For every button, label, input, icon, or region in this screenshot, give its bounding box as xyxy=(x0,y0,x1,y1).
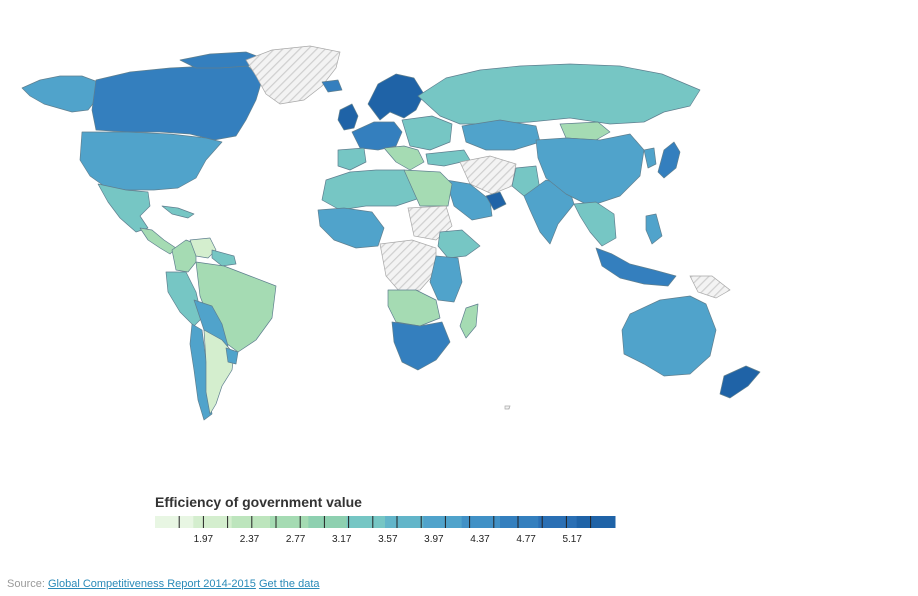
region-central-america[interactable] xyxy=(139,227,177,255)
region-madagascar[interactable] xyxy=(459,303,479,339)
region-iceland[interactable] xyxy=(321,79,343,93)
legend-swatch xyxy=(231,516,271,528)
legend-title: Efficiency of government value xyxy=(155,494,362,510)
region-iberia[interactable] xyxy=(337,147,367,171)
region-western-europe[interactable] xyxy=(351,121,403,151)
legend-swatch xyxy=(270,516,309,528)
region-turkey[interactable] xyxy=(425,149,471,167)
region-malaysia-indonesia[interactable] xyxy=(595,247,677,287)
legend-tick-label: 2.77 xyxy=(286,534,306,544)
legend-swatch xyxy=(423,516,463,528)
source-line: Source: Global Competitiveness Report 20… xyxy=(7,578,320,590)
legend-color-scale: 1.97 2.37 2.77 3.17 3.57 3.97 4.37 4.77 5.17 xyxy=(155,516,616,544)
region-australia[interactable] xyxy=(621,295,717,377)
legend-swatch xyxy=(308,516,348,528)
legend-swatch xyxy=(385,516,424,528)
region-italy-balkans[interactable] xyxy=(383,145,425,171)
region-southern-africa[interactable] xyxy=(391,321,451,371)
region-mongolia[interactable] xyxy=(559,121,611,141)
region-southeast-asia[interactable] xyxy=(573,201,617,247)
region-alaska[interactable] xyxy=(21,75,99,113)
region-gulf-states[interactable] xyxy=(485,191,507,211)
legend-swatch xyxy=(346,516,386,528)
region-west-africa[interactable] xyxy=(317,207,385,249)
region-new-zealand[interactable] xyxy=(719,365,761,399)
region-angola-zambia[interactable] xyxy=(387,289,441,327)
get-data-link[interactable]: Get the data xyxy=(258,578,320,590)
legend-swatch xyxy=(155,516,194,528)
region-greenland[interactable] xyxy=(245,45,341,105)
legend-tick-label: 3.57 xyxy=(378,534,398,544)
legend-tick-label: 1.97 xyxy=(194,534,214,544)
map-legend: Efficiency of government value 1.97 2.37 2… xyxy=(155,492,625,552)
region-guianas[interactable] xyxy=(211,249,237,267)
region-uk-ireland[interactable] xyxy=(337,103,359,131)
region-russia[interactable] xyxy=(417,63,701,125)
source-prefix: Source: xyxy=(7,578,45,590)
region-china[interactable] xyxy=(535,133,645,207)
region-eastern-europe[interactable] xyxy=(401,115,453,151)
region-kazakhstan[interactable] xyxy=(461,119,541,151)
region-saudi-arabia[interactable] xyxy=(445,179,493,221)
report-link[interactable]: Global Competitiveness Report 2014-2015 xyxy=(47,578,256,590)
region-philippines[interactable] xyxy=(645,213,663,245)
legend-tick-label: 5.17 xyxy=(562,534,582,544)
region-united-states[interactable] xyxy=(79,131,223,191)
region-uruguay[interactable] xyxy=(225,347,239,365)
region-papua[interactable] xyxy=(689,275,731,299)
region-east-africa[interactable] xyxy=(429,255,463,303)
region-central-africa[interactable] xyxy=(379,239,437,293)
legend-tick-label: 3.97 xyxy=(424,534,444,544)
legend-swatch xyxy=(538,516,578,528)
legend-swatch xyxy=(576,516,616,528)
legend-swatch xyxy=(500,516,539,528)
region-ecuador-peru[interactable] xyxy=(165,271,203,327)
region-mexico[interactable] xyxy=(97,183,151,233)
region-japan[interactable] xyxy=(657,141,681,179)
region-korea[interactable] xyxy=(643,147,657,169)
legend-swatch xyxy=(461,516,501,528)
region-small-island[interactable] xyxy=(504,405,511,410)
legend-tick-label: 4.37 xyxy=(470,534,490,544)
region-scandinavia[interactable] xyxy=(367,73,425,121)
legend-tick-label: 4.77 xyxy=(516,534,536,544)
region-libya-egypt[interactable] xyxy=(403,169,453,207)
region-ethiopia-somalia[interactable] xyxy=(437,229,481,259)
legend-tick-label: 3.17 xyxy=(332,534,352,544)
choropleth-svg xyxy=(21,45,761,421)
world-map xyxy=(21,45,761,421)
legend-tick-label: 2.37 xyxy=(240,534,260,544)
region-caribbean[interactable] xyxy=(161,205,195,219)
region-canada[interactable] xyxy=(91,63,263,141)
legend-swatch xyxy=(193,516,233,528)
